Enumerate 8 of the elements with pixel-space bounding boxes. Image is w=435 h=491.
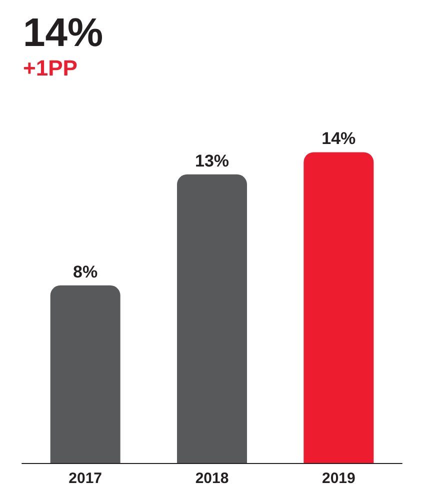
chart-title: 14% (23, 11, 104, 55)
data-label: 13% (194, 151, 230, 170)
chart-subtitle: +1PP (23, 56, 78, 80)
data-label: 8% (73, 262, 98, 282)
x-tick-label: 2017 (68, 470, 102, 487)
data-label: 14% (322, 129, 356, 148)
x-tick-label: 2019 (322, 470, 356, 487)
x-tick-label: 2018 (195, 470, 229, 487)
